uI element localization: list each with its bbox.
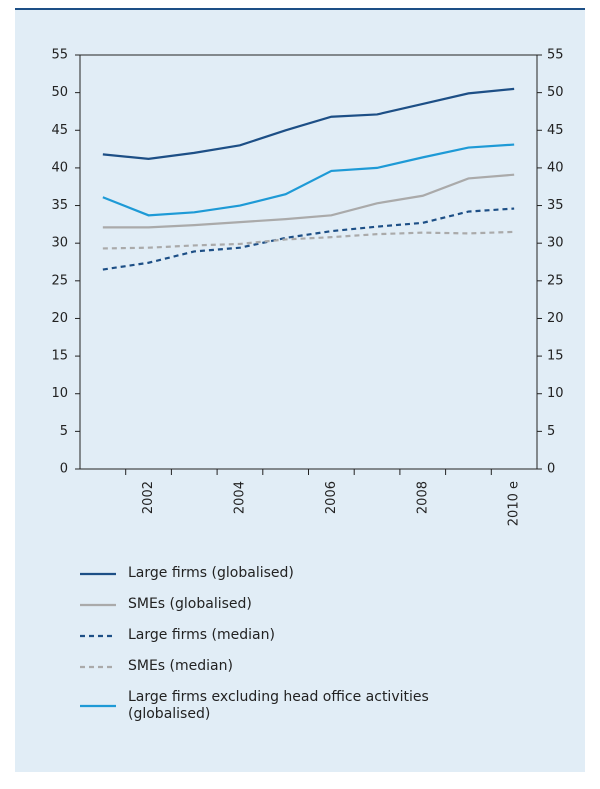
y2-tick-label: 35 [547, 198, 564, 213]
y-tick-label: 55 [51, 48, 68, 63]
y2-tick-label: 5 [547, 424, 555, 439]
x-tick-label: 2010 e [507, 481, 522, 526]
y-tick-label: 10 [51, 386, 68, 401]
y-tick-label: 25 [51, 273, 68, 288]
legend-label: SMEs (median) [128, 658, 233, 674]
series-line [102, 230, 515, 250]
y-tick-label: 5 [60, 424, 68, 439]
y-tick-label: 0 [60, 462, 68, 477]
legend-swatch [80, 665, 116, 668]
series-line [102, 87, 515, 160]
y2-tick-label: 25 [547, 273, 564, 288]
series-line [102, 173, 515, 229]
legend-item: SMEs (median) [80, 658, 500, 675]
y-tick-label: 30 [51, 236, 68, 251]
legend-swatch [80, 572, 116, 575]
legend: Large firms (globalised) SMEs (globalised… [80, 565, 500, 737]
y2-tick-label: 45 [547, 123, 564, 138]
y-tick-label: 50 [51, 85, 68, 100]
legend-label: Large firms excluding head office activi… [128, 689, 429, 722]
y2-tick-label: 55 [547, 48, 564, 63]
x-tick-label: 2004 [232, 481, 247, 514]
y-tick-label: 40 [51, 160, 68, 175]
legend-item: SMEs (globalised) [80, 596, 500, 613]
legend-label: Large firms (globalised) [128, 565, 294, 581]
y-tick-label: 35 [51, 198, 68, 213]
series-line [102, 143, 515, 217]
y2-tick-label: 40 [547, 160, 564, 175]
y2-tick-label: 30 [547, 236, 564, 251]
y-tick-label: 15 [51, 349, 68, 364]
y-tick-label: 20 [51, 311, 68, 326]
series-line [102, 207, 515, 271]
x-tick-label: 2008 [415, 481, 430, 514]
legend-item: Large firms (globalised) [80, 565, 500, 582]
x-tick-label: 2002 [141, 481, 156, 514]
y2-tick-label: 0 [547, 462, 555, 477]
legend-swatch [80, 634, 116, 637]
legend-label: SMEs (globalised) [128, 596, 252, 612]
chart: 0 5 10 15 20 25 30 35 40 45 50 55 0 5 10 15 20 25 30 35 40 45… [51, 48, 564, 527]
legend-item: Large firms (median) [80, 627, 500, 644]
legend-label: Large firms (median) [128, 627, 275, 643]
legend-swatch [80, 704, 116, 708]
y2-tick-label: 20 [547, 311, 564, 326]
y2-tick-label: 10 [547, 386, 564, 401]
y-tick-label: 45 [51, 123, 68, 138]
y2-tick-label: 50 [547, 85, 564, 100]
x-tick-label: 2006 [324, 481, 339, 514]
y2-tick-label: 15 [547, 349, 564, 364]
legend-swatch [80, 603, 116, 606]
legend-item: Large firms excluding head office activi… [80, 689, 500, 723]
panel [15, 8, 585, 772]
